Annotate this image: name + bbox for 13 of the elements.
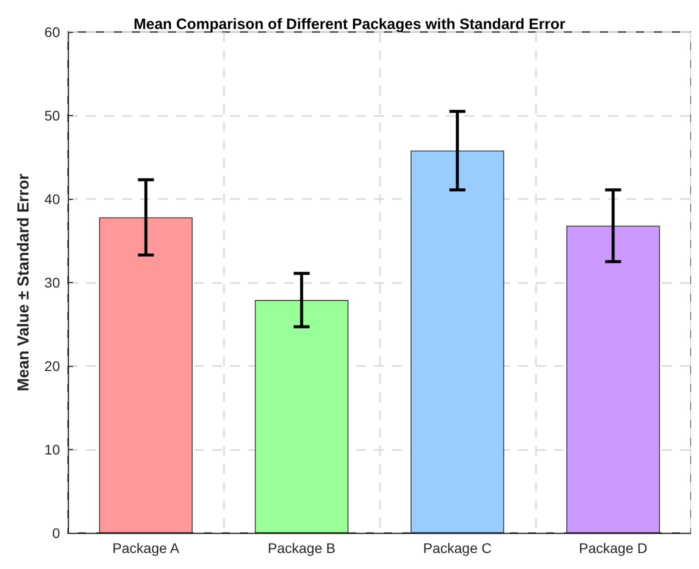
y-tick-label: 0 <box>52 525 60 541</box>
x-tick-label: Package D <box>578 540 648 556</box>
y-axis-title: Mean Value ± Standard Error <box>16 174 32 392</box>
x-tick-label: Package C <box>423 540 492 556</box>
x-tick-label: Package A <box>112 540 180 556</box>
y-tick-label: 20 <box>44 358 60 374</box>
y-tick-label: 10 <box>44 442 60 458</box>
chart-title: Mean Comparison of Different Packages with Standard Error <box>134 16 566 33</box>
y-tick-label: 30 <box>44 274 60 290</box>
y-tick-label: 40 <box>44 191 60 207</box>
y-tick-label: 50 <box>44 108 60 124</box>
y-tick-label: 60 <box>44 24 60 40</box>
x-tick-label: Package B <box>268 540 336 556</box>
